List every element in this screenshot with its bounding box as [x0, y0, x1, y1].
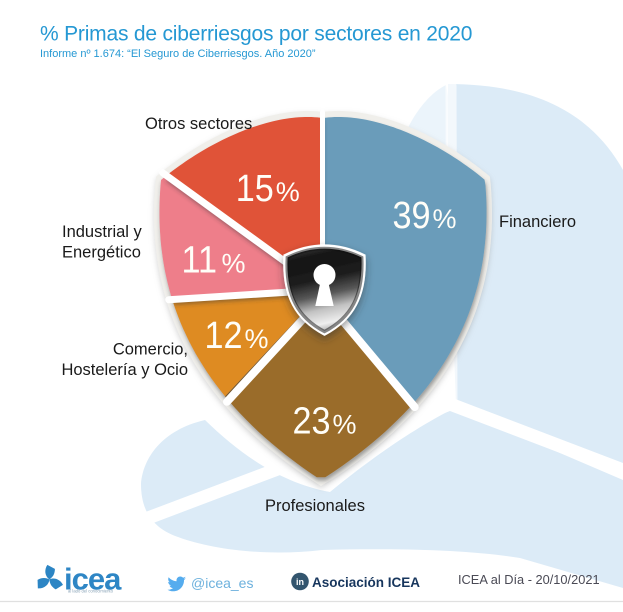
svg-text:23: 23 — [293, 399, 331, 442]
svg-text:Asociación ICEA: Asociación ICEA — [312, 575, 420, 590]
svg-text:%: % — [333, 409, 357, 439]
svg-text:12: 12 — [205, 314, 243, 357]
svg-text:%: % — [222, 249, 246, 279]
svg-text:Hostelería y Ocio: Hostelería y Ocio — [61, 361, 188, 379]
svg-text:Industrial y: Industrial y — [62, 223, 143, 241]
svg-text:al lado del conocimiento: al lado del conocimiento — [68, 589, 114, 594]
svg-text:in: in — [296, 577, 304, 587]
svg-text:11: 11 — [182, 238, 217, 281]
svg-text:Profesionales: Profesionales — [265, 497, 365, 515]
svg-text:Financiero: Financiero — [499, 213, 576, 231]
svg-text:%: % — [276, 177, 300, 207]
svg-text:Energético: Energético — [62, 244, 141, 262]
svg-text:ICEA al Día - 20/10/2021: ICEA al Día - 20/10/2021 — [458, 572, 600, 587]
svg-text:@icea_es: @icea_es — [191, 575, 253, 591]
svg-text:39: 39 — [393, 193, 431, 236]
svg-text:% Primas de ciberriesgos por s: % Primas de ciberriesgos por sectores en… — [40, 23, 472, 46]
svg-text:%: % — [433, 204, 457, 234]
svg-text:icea: icea — [64, 562, 122, 597]
svg-text:Comercio,: Comercio, — [113, 341, 188, 359]
svg-text:%: % — [245, 324, 269, 354]
svg-text:Informe nº 1.674: “El Seguro d: Informe nº 1.674: “El Seguro de Ciberrie… — [40, 48, 316, 60]
svg-text:Otros sectores: Otros sectores — [145, 115, 252, 133]
svg-text:15: 15 — [236, 166, 274, 209]
